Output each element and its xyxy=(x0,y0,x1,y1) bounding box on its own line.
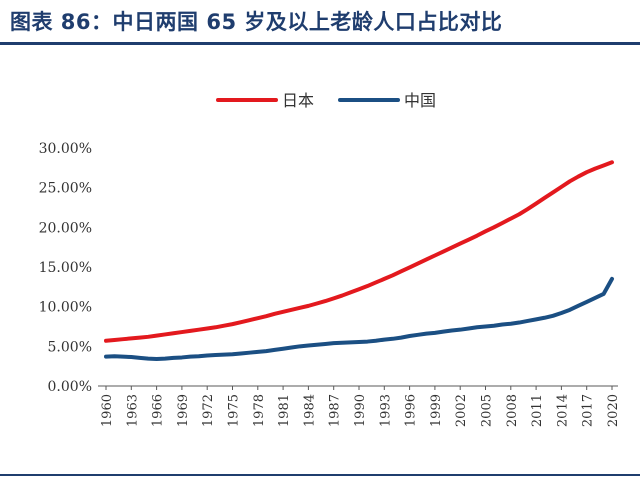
y-axis: 0.00% 5.00% 10.00% 15.00% 20.00% 25.00% 30.00% xyxy=(39,141,92,395)
x-tick-label: 1990 xyxy=(353,394,368,427)
series-line-china xyxy=(104,276,614,362)
x-tick-label: 1993 xyxy=(378,394,393,427)
header-divider xyxy=(0,42,640,45)
y-tick-label: 10.00% xyxy=(39,300,92,316)
x-tick-label: 2014 xyxy=(555,394,570,427)
x-tick-label: 1969 xyxy=(176,394,191,427)
x-tick-label: 2002 xyxy=(454,394,469,427)
x-tick-label: 2017 xyxy=(581,394,596,427)
x-tick-label: 2020 xyxy=(606,394,621,427)
x-tick-label: 1984 xyxy=(302,394,317,427)
chart-title: 图表 86：中日两国 65 岁及以上老龄人口占比对比 xyxy=(10,10,503,34)
x-tick-label: 1987 xyxy=(328,394,343,427)
chart-legend: 日本 中国 xyxy=(216,91,436,110)
line-chart: 日本 中国 0.00% 5.00% 10.00% 15.00% 20.00% 25.00% 3… xyxy=(39,91,621,427)
y-tick-label: 25.00% xyxy=(39,181,92,197)
y-tick-label: 5.00% xyxy=(48,339,92,355)
series-layer xyxy=(104,160,614,362)
x-tick-label: 2008 xyxy=(505,394,520,427)
chart-area: 日本 中国 0.00% 5.00% 10.00% 15.00% 20.00% 25.00% 3… xyxy=(0,45,640,473)
x-tick-label: 1996 xyxy=(404,394,419,427)
footer-divider xyxy=(0,474,640,476)
legend-label-china: 中国 xyxy=(404,91,436,110)
x-tick-label: 1960 xyxy=(100,394,115,427)
x-tick-label: 1999 xyxy=(429,394,444,427)
y-tick-label: 15.00% xyxy=(39,260,92,276)
x-tick-label: 1981 xyxy=(277,394,292,427)
x-axis: 1960 1963 1966 1969 1972 1975 1978 1981 1984 1987… xyxy=(98,385,621,427)
x-tick-label: 1963 xyxy=(125,394,140,427)
legend-label-japan: 日本 xyxy=(282,91,314,110)
x-tick-label: 1978 xyxy=(252,394,267,427)
x-tick-label: 1966 xyxy=(151,394,166,427)
y-tick-label: 0.00% xyxy=(48,379,92,395)
y-tick-label: 20.00% xyxy=(39,220,92,236)
series-line-japan xyxy=(104,160,614,343)
chart-header: 图表 86：中日两国 65 岁及以上老龄人口占比对比 xyxy=(0,0,640,42)
x-tick-label: 2005 xyxy=(480,394,495,427)
x-tick-label: 1972 xyxy=(201,394,216,427)
x-tick-label: 1975 xyxy=(227,394,242,427)
y-tick-label: 30.00% xyxy=(39,141,92,157)
x-tick-label: 2011 xyxy=(530,394,545,427)
